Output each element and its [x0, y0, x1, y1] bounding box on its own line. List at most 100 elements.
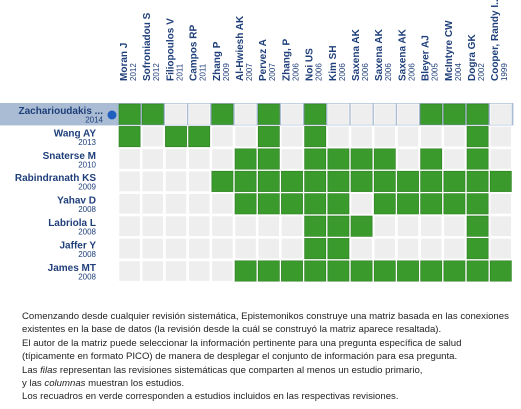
matrix-cell-empty[interactable]	[257, 215, 280, 237]
matrix-cell-empty[interactable]	[234, 238, 257, 260]
matrix-cell-empty[interactable]	[397, 126, 419, 148]
matrix-cell-included[interactable]	[118, 126, 141, 148]
matrix-cell-empty[interactable]	[165, 170, 187, 192]
matrix-cell-included[interactable]	[397, 193, 419, 215]
matrix-cell-empty[interactable]	[211, 193, 234, 215]
matrix-cell-empty[interactable]	[281, 103, 303, 125]
matrix-cell-empty[interactable]	[257, 238, 280, 260]
matrix-cell-included[interactable]	[466, 148, 489, 170]
matrix-cell-included[interactable]	[211, 170, 234, 192]
matrix-cell-empty[interactable]	[118, 170, 141, 192]
matrix-cell-included[interactable]	[165, 126, 187, 148]
matrix-cell-empty[interactable]	[188, 260, 211, 282]
matrix-cell-included[interactable]	[234, 170, 257, 192]
row-header-name[interactable]: Wang AY	[54, 128, 97, 139]
matrix-cell-empty[interactable]	[165, 103, 187, 125]
matrix-cell-empty[interactable]	[327, 103, 350, 125]
matrix-cell-empty[interactable]	[141, 215, 164, 237]
matrix-cell-empty[interactable]	[489, 238, 512, 260]
matrix-cell-empty[interactable]	[211, 126, 234, 148]
matrix-cell-empty[interactable]	[165, 260, 187, 282]
row-header-name[interactable]: Labriola L	[48, 218, 96, 229]
matrix-cell-included[interactable]	[373, 170, 396, 192]
matrix-cell-empty[interactable]	[420, 215, 443, 237]
column-header-name[interactable]: Zhang, P	[281, 38, 292, 81]
column-header-name[interactable]: Kim SH	[328, 45, 339, 81]
matrix-cell-empty[interactable]	[397, 103, 419, 125]
matrix-cell-included[interactable]	[443, 193, 466, 215]
matrix-cell-included[interactable]	[466, 238, 489, 260]
matrix-cell-included[interactable]	[304, 238, 327, 260]
matrix-cell-included[interactable]	[373, 260, 396, 282]
matrix-cell-empty[interactable]	[489, 215, 512, 237]
matrix-cell-included[interactable]	[211, 103, 234, 125]
column-header-name[interactable]: Noi US	[305, 48, 316, 81]
matrix-cell-empty[interactable]	[118, 148, 141, 170]
matrix-cell-included[interactable]	[420, 103, 443, 125]
matrix-cell-empty[interactable]	[188, 215, 211, 237]
matrix-cell-empty[interactable]	[489, 103, 512, 125]
matrix-cell-empty[interactable]	[211, 260, 234, 282]
column-header-name[interactable]: Bleyer AJ	[421, 35, 432, 81]
row-header-name[interactable]: James MT	[48, 263, 96, 274]
matrix-cell-empty[interactable]	[118, 215, 141, 237]
matrix-cell-included[interactable]	[350, 260, 373, 282]
matrix-cell-empty[interactable]	[489, 126, 512, 148]
matrix-cell-included[interactable]	[257, 103, 280, 125]
matrix-cell-empty[interactable]	[141, 170, 164, 192]
matrix-cell-included[interactable]	[327, 215, 350, 237]
matrix-cell-empty[interactable]	[188, 170, 211, 192]
matrix-cell-empty[interactable]	[234, 103, 257, 125]
matrix-cell-empty[interactable]	[234, 215, 257, 237]
matrix-cell-included[interactable]	[304, 148, 327, 170]
matrix-cell-included[interactable]	[466, 103, 489, 125]
matrix-cell-included[interactable]	[489, 260, 512, 282]
matrix-cell-included[interactable]	[234, 148, 257, 170]
matrix-cell-empty[interactable]	[443, 148, 466, 170]
matrix-cell-included[interactable]	[304, 193, 327, 215]
matrix-cell-included[interactable]	[350, 215, 373, 237]
column-header-name[interactable]: Moran J	[119, 43, 130, 81]
matrix-cell-empty[interactable]	[165, 215, 187, 237]
matrix-cell-empty[interactable]	[420, 238, 443, 260]
matrix-cell-included[interactable]	[350, 170, 373, 192]
matrix-cell-empty[interactable]	[141, 193, 164, 215]
matrix-cell-included[interactable]	[420, 170, 443, 192]
matrix-cell-empty[interactable]	[281, 215, 303, 237]
matrix-cell-included[interactable]	[234, 260, 257, 282]
matrix-cell-included[interactable]	[466, 126, 489, 148]
column-header-name[interactable]: Sofroniadou S	[142, 12, 153, 81]
matrix-cell-empty[interactable]	[211, 215, 234, 237]
matrix-cell-empty[interactable]	[118, 193, 141, 215]
matrix-cell-included[interactable]	[420, 193, 443, 215]
matrix-cell-included[interactable]	[443, 103, 466, 125]
matrix-cell-included[interactable]	[466, 170, 489, 192]
matrix-cell-empty[interactable]	[211, 238, 234, 260]
column-header-name[interactable]: Pervez A	[258, 39, 269, 81]
matrix-cell-empty[interactable]	[350, 103, 373, 125]
matrix-cell-included[interactable]	[257, 193, 280, 215]
matrix-cell-empty[interactable]	[420, 126, 443, 148]
matrix-cell-included[interactable]	[489, 170, 512, 192]
column-header-name[interactable]: Filiopoulos V	[165, 18, 176, 81]
matrix-cell-included[interactable]	[304, 215, 327, 237]
matrix-cell-included[interactable]	[466, 260, 489, 282]
matrix-cell-included[interactable]	[257, 170, 280, 192]
matrix-cell-included[interactable]	[327, 148, 350, 170]
matrix-cell-empty[interactable]	[188, 193, 211, 215]
matrix-cell-included[interactable]	[327, 238, 350, 260]
matrix-cell-empty[interactable]	[141, 148, 164, 170]
matrix-cell-included[interactable]	[327, 170, 350, 192]
matrix-cell-included[interactable]	[281, 193, 303, 215]
matrix-cell-included[interactable]	[257, 126, 280, 148]
matrix-cell-included[interactable]	[420, 260, 443, 282]
matrix-cell-included[interactable]	[257, 148, 280, 170]
matrix-cell-empty[interactable]	[188, 103, 211, 125]
matrix-cell-included[interactable]	[350, 148, 373, 170]
matrix-cell-empty[interactable]	[141, 238, 164, 260]
row-header-name[interactable]: Zacharioudakis ...	[19, 106, 104, 117]
matrix-cell-empty[interactable]	[165, 148, 187, 170]
matrix-cell-empty[interactable]	[118, 260, 141, 282]
matrix-cell-empty[interactable]	[350, 238, 373, 260]
matrix-cell-empty[interactable]	[489, 193, 512, 215]
